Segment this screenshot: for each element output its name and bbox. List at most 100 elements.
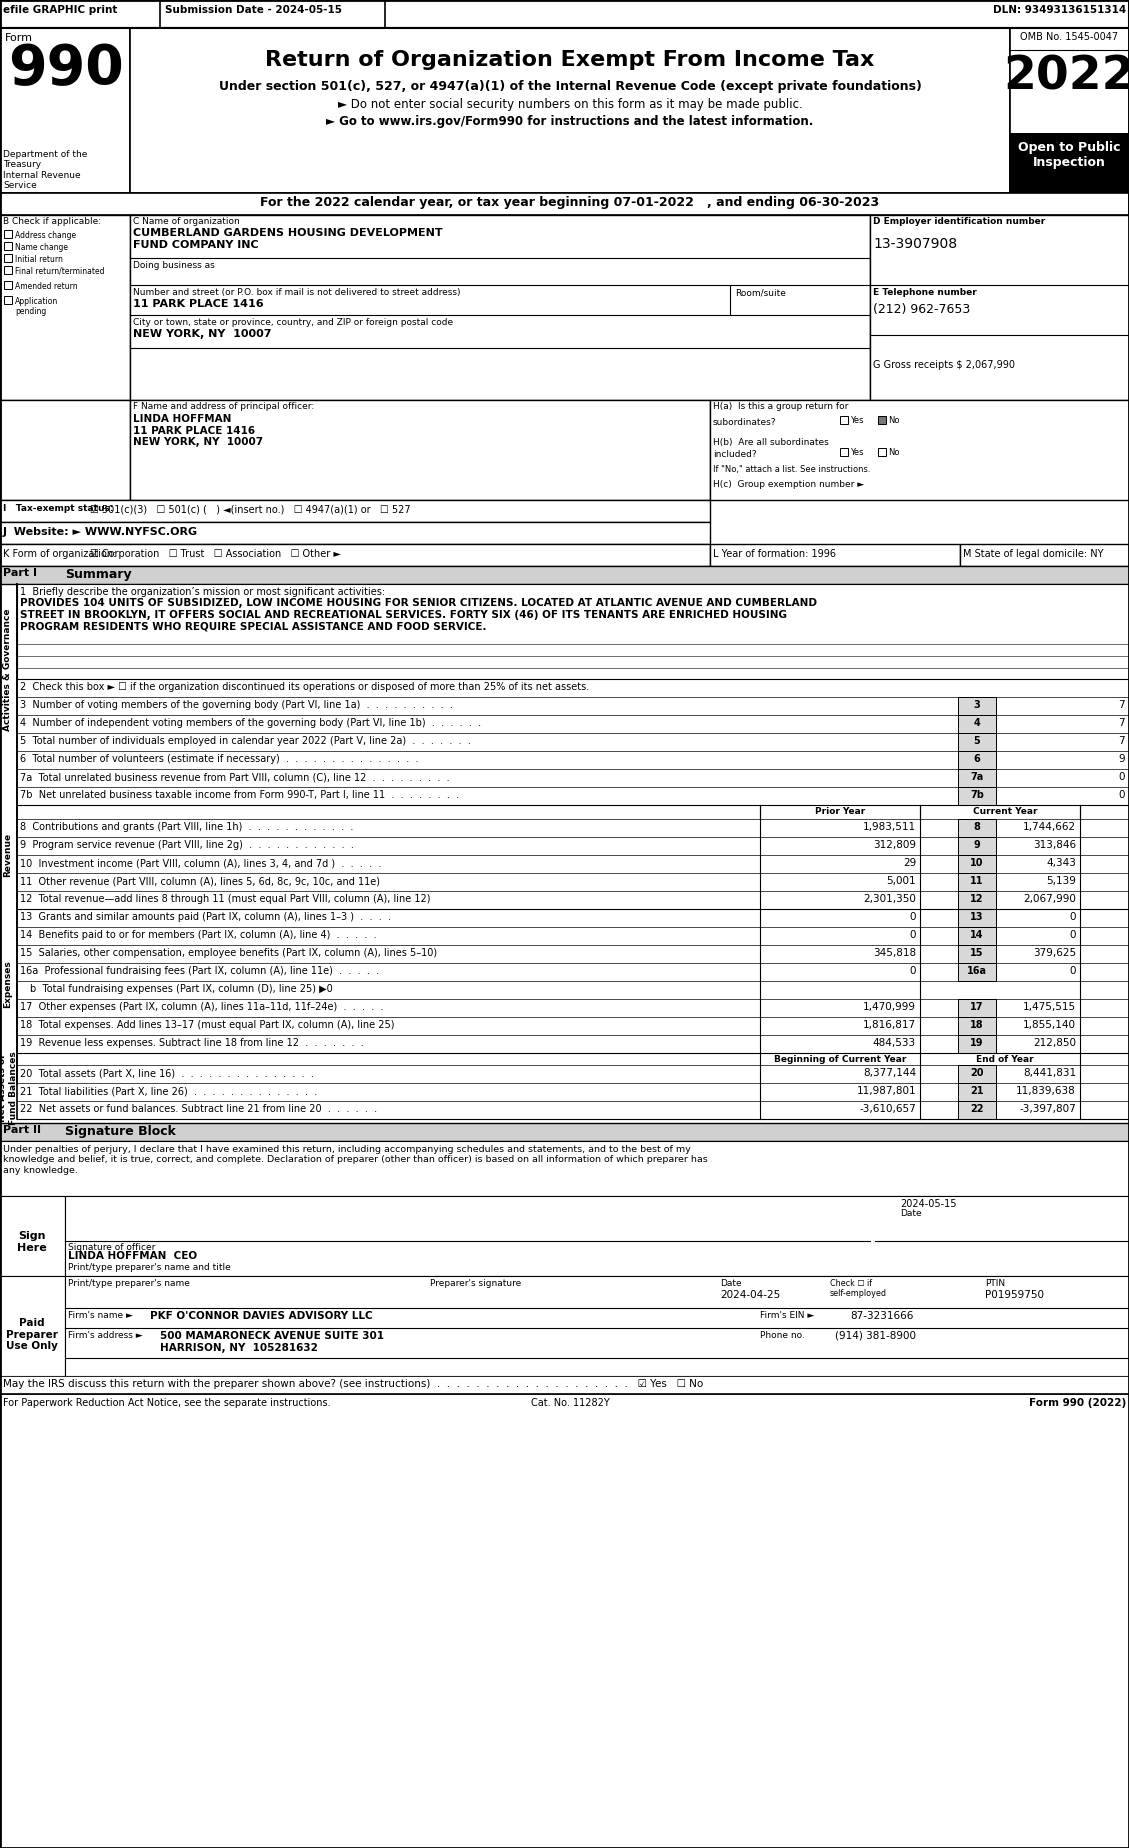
Text: ☑ 501(c)(3)   ☐ 501(c) (   ) ◄(insert no.)   ☐ 4947(a)(1) or   ☐ 527: ☑ 501(c)(3) ☐ 501(c) ( ) ◄(insert no.) ☐… [90, 505, 411, 514]
Text: 0: 0 [1069, 913, 1076, 922]
Text: 990: 990 [8, 43, 124, 96]
Text: Sign
Here: Sign Here [17, 1231, 47, 1253]
Text: LINDA HOFFMAN
11 PARK PLACE 1416
NEW YORK, NY  10007: LINDA HOFFMAN 11 PARK PLACE 1416 NEW YOR… [133, 414, 263, 447]
Text: 1  Briefly describe the organization’s mission or most significant activities:: 1 Briefly describe the organization’s mi… [20, 588, 385, 597]
Bar [959, 1083, 996, 1101]
Bar [0, 1377, 1129, 1393]
Text: 7: 7 [1119, 719, 1124, 728]
Text: 8  Contributions and grants (Part VIII, line 1h)  .  .  .  .  .  .  .  .  .  .  : 8 Contributions and grants (Part VIII, l… [20, 822, 353, 832]
Bar [878, 447, 886, 456]
Text: Cat. No. 11282Y: Cat. No. 11282Y [531, 1397, 610, 1408]
Text: Current Year: Current Year [973, 808, 1038, 817]
Text: Check ☐ if
self-employed: Check ☐ if self-employed [830, 1279, 887, 1299]
Bar [959, 1035, 996, 1053]
Bar [840, 447, 848, 456]
Bar [0, 1140, 1129, 1196]
Text: Beginning of Current Year: Beginning of Current Year [773, 1055, 907, 1064]
Text: 7: 7 [1119, 736, 1124, 747]
Text: 16a: 16a [968, 967, 987, 976]
Bar [710, 543, 960, 565]
Text: Initial return: Initial return [15, 255, 63, 264]
Bar [920, 806, 1080, 819]
Text: 12: 12 [970, 894, 983, 904]
Text: M State of legal domicile: NY: M State of legal domicile: NY [963, 549, 1103, 558]
Text: 312,809: 312,809 [873, 841, 916, 850]
Text: 2,301,350: 2,301,350 [864, 894, 916, 904]
Text: Room/suite: Room/suite [735, 288, 786, 298]
Text: 11  Other revenue (Part VIII, column (A), lines 5, 6d, 8c, 9c, 10c, and 11e): 11 Other revenue (Part VIII, column (A),… [20, 876, 380, 885]
Text: Paid
Preparer
Use Only: Paid Preparer Use Only [6, 1318, 58, 1351]
Text: (212) 962-7653: (212) 962-7653 [873, 303, 970, 316]
Text: HARRISON, NY  105281632: HARRISON, NY 105281632 [160, 1343, 318, 1353]
Text: Firm's name ►: Firm's name ► [68, 1310, 133, 1319]
Text: 18: 18 [970, 1020, 983, 1029]
Bar [0, 28, 1129, 192]
Bar [0, 1196, 65, 1275]
Text: 0: 0 [910, 913, 916, 922]
Bar [959, 944, 996, 963]
Text: 8,441,831: 8,441,831 [1023, 1068, 1076, 1077]
Text: 15  Salaries, other compensation, employee benefits (Part IX, column (A), lines : 15 Salaries, other compensation, employe… [20, 948, 437, 957]
Text: Open to Public
Inspection: Open to Public Inspection [1017, 140, 1120, 168]
Text: Date: Date [900, 1209, 921, 1218]
Text: 9: 9 [1119, 754, 1124, 763]
Text: If "No," attach a list. See instructions.: If "No," attach a list. See instructions… [714, 466, 870, 473]
Bar [17, 584, 1129, 678]
Text: 10  Investment income (Part VIII, column (A), lines 3, 4, and 7d )  .  .  .  .  : 10 Investment income (Part VIII, column … [20, 857, 382, 869]
Text: 18  Total expenses. Add lines 13–17 (must equal Part IX, column (A), line 25): 18 Total expenses. Add lines 13–17 (must… [20, 1020, 394, 1029]
Text: Return of Organization Exempt From Income Tax: Return of Organization Exempt From Incom… [265, 50, 875, 70]
Text: 22  Net assets or fund balances. Subtract line 21 from line 20  .  .  .  .  .  .: 22 Net assets or fund balances. Subtract… [20, 1103, 377, 1114]
Text: 20: 20 [970, 1068, 983, 1077]
Text: No: No [889, 416, 900, 425]
Text: 29: 29 [903, 857, 916, 869]
Text: CUMBERLAND GARDENS HOUSING DEVELOPMENT
FUND COMPANY INC: CUMBERLAND GARDENS HOUSING DEVELOPMENT F… [133, 227, 443, 249]
Text: 7a  Total unrelated business revenue from Part VIII, column (C), line 12  .  .  : 7a Total unrelated business revenue from… [20, 772, 449, 782]
Text: 12  Total revenue—add lines 8 through 11 (must equal Part VIII, column (A), line: 12 Total revenue—add lines 8 through 11 … [20, 894, 430, 904]
Bar [959, 750, 996, 769]
Bar [130, 28, 1010, 192]
Bar [0, 565, 1129, 584]
Text: included?: included? [714, 451, 756, 458]
Text: 2024-04-25: 2024-04-25 [720, 1290, 780, 1299]
Text: 313,846: 313,846 [1033, 841, 1076, 850]
Text: 1,475,515: 1,475,515 [1023, 1002, 1076, 1013]
Text: Form 990 (2022): Form 990 (2022) [1029, 1397, 1126, 1408]
Text: OMB No. 1545-0047: OMB No. 1545-0047 [1019, 31, 1118, 43]
Text: 4  Number of independent voting members of the governing body (Part VI, line 1b): 4 Number of independent voting members o… [20, 719, 481, 728]
Bar [0, 501, 710, 521]
Text: Part I: Part I [3, 567, 37, 578]
Text: Department of the
Treasury
Internal Revenue
Service: Department of the Treasury Internal Reve… [3, 150, 87, 190]
Text: 5,139: 5,139 [1047, 876, 1076, 885]
Bar [959, 1064, 996, 1083]
Text: K Form of organization:: K Form of organization: [3, 549, 116, 558]
Text: Application
pending: Application pending [15, 298, 59, 316]
Text: 14  Benefits paid to or for members (Part IX, column (A), line 4)  .  .  .  .  .: 14 Benefits paid to or for members (Part… [20, 930, 377, 941]
Text: 0: 0 [1069, 930, 1076, 941]
Text: Firm's EIN ►: Firm's EIN ► [760, 1310, 814, 1319]
Text: 379,625: 379,625 [1033, 948, 1076, 957]
Text: 13  Grants and similar amounts paid (Part IX, column (A), lines 1–3 )  .  .  .  : 13 Grants and similar amounts paid (Part… [20, 913, 391, 922]
Text: 4,343: 4,343 [1047, 857, 1076, 869]
Text: 7: 7 [1119, 700, 1124, 710]
Text: End of Year: End of Year [977, 1055, 1034, 1064]
Text: 7a: 7a [970, 772, 983, 782]
Bar [959, 872, 996, 891]
Text: 345,818: 345,818 [873, 948, 916, 957]
Text: 2022: 2022 [1004, 55, 1129, 100]
Text: 3: 3 [973, 700, 980, 710]
Bar [0, 192, 1129, 214]
Text: ► Do not enter social security numbers on this form as it may be made public.: ► Do not enter social security numbers o… [338, 98, 803, 111]
Text: Revenue: Revenue [3, 833, 12, 878]
Text: Under section 501(c), 527, or 4947(a)(1) of the Internal Revenue Code (except pr: Under section 501(c), 527, or 4947(a)(1)… [219, 79, 921, 92]
Text: 1,816,817: 1,816,817 [863, 1020, 916, 1029]
Bar [760, 806, 920, 819]
Text: H(b)  Are all subordinates: H(b) Are all subordinates [714, 438, 829, 447]
Text: 13-3907908: 13-3907908 [873, 237, 957, 251]
Text: Name change: Name change [15, 242, 68, 251]
Bar [959, 1016, 996, 1035]
Text: 2,067,990: 2,067,990 [1023, 894, 1076, 904]
Bar [5, 253, 12, 262]
Text: Signature Block: Signature Block [65, 1125, 176, 1138]
Text: City or town, state or province, country, and ZIP or foreign postal code: City or town, state or province, country… [133, 318, 453, 327]
Text: Number and street (or P.O. box if mail is not delivered to street address): Number and street (or P.O. box if mail i… [133, 288, 461, 298]
